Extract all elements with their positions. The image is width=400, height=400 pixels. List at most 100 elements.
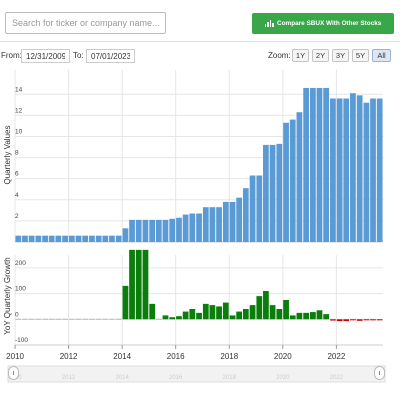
growth-bar (28, 318, 35, 320)
growth-bar (129, 249, 135, 320)
growth-bar (142, 249, 149, 320)
value-bar (82, 235, 89, 242)
value-bar (209, 207, 216, 242)
growth-bar (303, 312, 310, 320)
value-bar (296, 112, 303, 242)
growth-bar (343, 319, 350, 322)
growth-bar (202, 303, 209, 320)
top-y-tick-label: 14 (15, 86, 23, 93)
growth-bar (209, 305, 216, 320)
growth-bar (169, 317, 176, 320)
value-bar (129, 219, 135, 242)
zoom-3y-button[interactable]: 3Y (332, 49, 349, 62)
growth-bar (42, 318, 48, 320)
value-bar (323, 87, 330, 242)
value-bar (310, 87, 316, 242)
growth-bar (135, 249, 142, 320)
top-y-axis-title: Quarterly Values (3, 126, 12, 185)
value-bar (95, 235, 102, 242)
growth-bar (115, 318, 122, 320)
navigator-right-handle[interactable] (374, 366, 385, 380)
value-bar (162, 219, 169, 242)
x-tick-label: 2010 (6, 352, 24, 361)
growth-bar (330, 319, 336, 321)
zoom-all-button[interactable]: All (372, 49, 391, 62)
navigator-year-label: 2020 (276, 375, 290, 381)
top-y-tick-label: 2 (15, 213, 19, 220)
growth-bar (75, 318, 82, 320)
value-bar (109, 235, 115, 242)
value-bar (216, 207, 222, 242)
growth-bar (222, 302, 229, 320)
zoom-5y-button[interactable]: 5Y (352, 49, 369, 62)
from-date-input[interactable] (21, 49, 70, 63)
value-bar (189, 213, 196, 242)
value-bar (202, 207, 209, 242)
value-bar (55, 235, 62, 242)
value-bar (42, 235, 48, 242)
growth-bar (35, 318, 42, 320)
value-bar (89, 235, 95, 242)
growth-bar (102, 318, 109, 320)
value-bar (169, 218, 176, 242)
bottom-y-tick-label: 100 (15, 286, 26, 293)
navigator-left-handle[interactable] (8, 366, 19, 380)
top-y-tick-label: 12 (15, 107, 23, 114)
value-bar (222, 201, 229, 242)
value-bar (22, 235, 28, 242)
top-y-tick-label: 4 (15, 192, 19, 199)
value-bar (62, 235, 68, 242)
growth-bar (162, 315, 169, 320)
growth-bar (196, 312, 202, 320)
zoom-1y-button[interactable]: 1Y (292, 49, 309, 62)
growth-bar (176, 316, 182, 320)
growth-bar (122, 285, 129, 320)
growth-bar (22, 318, 28, 320)
x-tick-label: 2016 (167, 352, 185, 361)
value-bar (249, 175, 256, 242)
value-bar (122, 228, 129, 242)
bottom-y-tick-label: -100 (15, 337, 28, 344)
growth-bar (316, 310, 323, 320)
navigator-year-label: 2012 (62, 375, 76, 381)
growth-bar (363, 319, 370, 321)
growth-bar (89, 318, 95, 320)
navigator-year-label: 2022 (330, 375, 344, 381)
growth-bar (276, 309, 283, 320)
compare-stocks-button[interactable]: Compare SBUX With Other Stocks (252, 13, 394, 34)
search-input[interactable] (5, 12, 166, 34)
growth-bar (182, 311, 189, 320)
value-bar (48, 235, 55, 242)
growth-bar (350, 319, 356, 321)
x-tick-label: 2022 (327, 352, 345, 361)
bottom-y-axis-title: YoY Quarterly Growth (3, 257, 12, 334)
navigator-year-label: 2014 (115, 375, 129, 381)
bottom-y-tick-label: 0 (15, 311, 19, 318)
to-date-input[interactable] (86, 49, 135, 63)
value-bar (269, 144, 276, 242)
value-bar (370, 98, 376, 242)
value-bar (283, 122, 289, 242)
value-bar (35, 235, 42, 242)
top-y-tick-label: 10 (15, 128, 23, 135)
navigator-year-label: 2018 (223, 375, 237, 381)
growth-bar (55, 318, 62, 320)
top-y-tick-label: 6 (15, 171, 19, 178)
value-bar (316, 87, 323, 242)
growth-bar (376, 319, 383, 321)
value-bar (68, 235, 75, 242)
value-bar (75, 235, 82, 242)
value-bar (135, 219, 142, 242)
growth-bar (370, 319, 376, 321)
growth-bar (109, 318, 115, 320)
value-bar (176, 217, 182, 242)
value-bar (330, 98, 336, 242)
growth-bar (229, 315, 236, 320)
zoom-label: Zoom: (268, 51, 291, 60)
top-y-tick-label: 8 (15, 150, 19, 157)
value-bar (303, 87, 310, 242)
zoom-2y-button[interactable]: 2Y (312, 49, 329, 62)
value-bar (376, 98, 383, 242)
value-bar (196, 213, 202, 242)
